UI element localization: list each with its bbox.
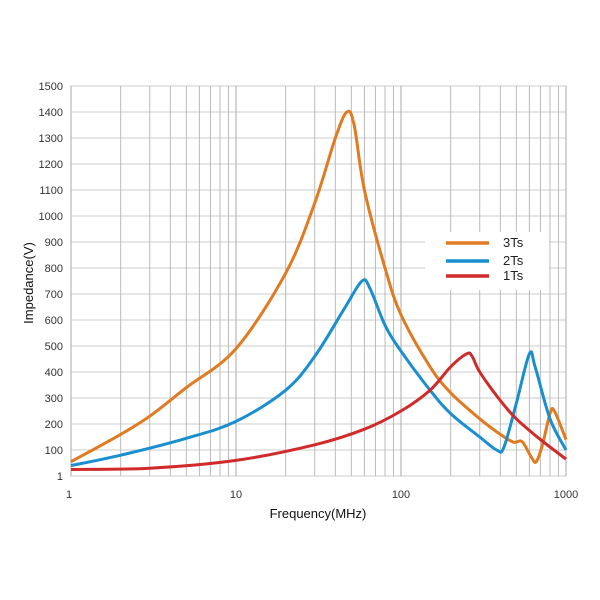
series-lines: [70, 109, 568, 471]
y-tick-label: 1000: [39, 211, 63, 223]
x-tick-label: 100: [392, 489, 410, 501]
y-tick-label: 900: [45, 237, 63, 249]
x-axis-label: Frequency(MHz): [270, 506, 367, 521]
series-line-2Ts: [70, 278, 568, 468]
y-tick-label: 1300: [39, 133, 63, 145]
y-tick-label: 500: [45, 341, 63, 353]
y-tick-label: 1: [57, 471, 63, 483]
y-tick-label: 1200: [39, 159, 63, 171]
legend-label-3Ts: 3Ts: [503, 235, 524, 250]
y-tick-label: 1500: [39, 81, 63, 93]
legend-label-1Ts: 1Ts: [503, 268, 524, 283]
x-tick-label: 1: [66, 489, 72, 501]
y-tick-label: 1100: [39, 185, 63, 197]
x-tick-label: 1000: [554, 489, 578, 501]
y-tick-label: 200: [45, 419, 63, 431]
y-tick-labels: 1100200300400500600700800900100011001200…: [39, 81, 63, 483]
y-tick-label: 400: [45, 367, 63, 379]
y-tick-label: 300: [45, 393, 63, 405]
y-tick-label: 1400: [39, 107, 63, 119]
series-line-1Ts: [70, 351, 567, 471]
series-line-3Ts: [70, 109, 568, 464]
y-axis-label: Impedance(V): [21, 242, 36, 324]
x-tick-labels: 1 10 100 1000: [66, 489, 578, 501]
legend-label-2Ts: 2Ts: [503, 253, 524, 268]
y-tick-label: 700: [45, 289, 63, 301]
y-tick-label: 600: [45, 315, 63, 327]
y-tick-label: 800: [45, 263, 63, 275]
y-tick-label: 100: [45, 445, 63, 457]
x-tick-label: 10: [230, 489, 242, 501]
